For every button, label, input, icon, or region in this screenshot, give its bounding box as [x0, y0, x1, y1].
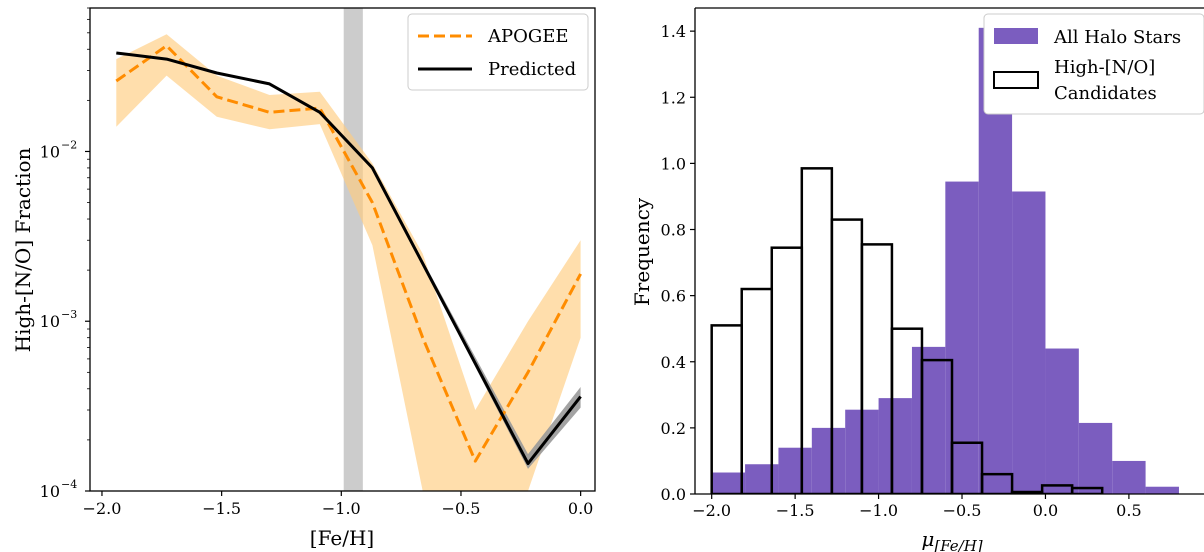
legend-right: All Halo Stars High-[N/O] Candidates	[983, 13, 1204, 115]
bar-all-halo-stars	[1012, 191, 1046, 494]
legend-frame-left	[407, 13, 589, 91]
x-axis-label-right: μ[Fe/H]	[921, 527, 982, 552]
y-tick-label-right: 0.2	[661, 419, 686, 438]
legend-label-apogee: APOGEE	[487, 26, 569, 47]
bar-all-halo-stars	[745, 464, 779, 494]
vertical-band	[343, 8, 363, 491]
x-tick-label-left: −0.5	[442, 499, 481, 518]
y-axis-label-left: High-[N/O] Fraction	[11, 147, 35, 352]
bar-high-n-o-candidates	[740, 287, 774, 494]
y-tick-exponent-left: −4	[61, 478, 77, 491]
fraction-line-chart: −2.0 −1.5 −1.0 −0.5 0.010−410−310−2 [Fe/H] H…	[11, 7, 596, 550]
x-tick-label-right: −1.0	[859, 501, 898, 520]
y-axis-label-right: Frequency	[630, 197, 654, 306]
bar-all-halo-stars	[778, 447, 812, 494]
legend-frame-right	[983, 13, 1204, 115]
y-tick-label-right: 0.0	[661, 485, 686, 504]
x-tick-label-left: −1.0	[322, 499, 361, 518]
legend-swatch-high-no	[993, 71, 1039, 89]
legend-left: APOGEE Predicted	[407, 13, 589, 91]
x-tick-label-right: −2.0	[692, 501, 731, 520]
bar-all-halo-stars	[1112, 460, 1146, 494]
x-tick-label-right: −1.5	[776, 501, 815, 520]
x-tick-label-right: 0.0	[1033, 501, 1058, 520]
y-tick-label-right: 1.0	[661, 154, 686, 173]
x-tick-label-left: −1.5	[202, 499, 241, 518]
bar-all-halo-stars	[1045, 348, 1079, 494]
bar-all-halo-stars	[811, 427, 846, 494]
x-tick-label-left: 0.0	[568, 499, 593, 518]
x-tick-label-right: −0.5	[943, 501, 982, 520]
plot-frame-left	[89, 7, 596, 492]
bar-all-halo-stars	[711, 472, 746, 494]
band-apogee	[116, 34, 581, 491]
x-axis-label-subscript: [Fe/H]	[934, 537, 982, 552]
x-tick-label-left: −2.0	[83, 499, 122, 518]
bar-high-n-o-candidates	[1070, 486, 1104, 494]
y-tick-label-left: 10	[40, 312, 60, 331]
bar-all-halo-stars	[911, 346, 946, 494]
y-tick-label-right: 1.2	[661, 88, 686, 107]
bar-high-n-o-candidates	[710, 324, 743, 494]
bar-all-halo-stars	[878, 398, 912, 494]
bar-high-n-o-candidates	[980, 472, 1014, 494]
bar-all-halo-stars	[1078, 422, 1113, 494]
y-tick-label-left: 10	[40, 142, 60, 161]
y-tick-label-right: 1.4	[661, 22, 686, 41]
legend-swatch-all-halo	[994, 28, 1038, 44]
frequency-histogram: −2.0 −1.5 −1.0 −0.5 0.0 0.5 0.0 0.2 0.4 0.6 0.8 1.0…	[630, 7, 1204, 552]
y-tick-exponent-left: −2	[61, 138, 77, 151]
bar-all-halo-stars	[1145, 486, 1179, 494]
line-predicted	[116, 51, 582, 466]
y-tick-label-right: 0.6	[661, 287, 686, 306]
bar-all-halo-stars	[945, 181, 979, 494]
legend-label-high-no-line1: High-[N/O]	[1054, 57, 1155, 78]
y-tick-label-right: 0.8	[661, 221, 686, 240]
x-tick-label-right: 0.5	[1116, 501, 1141, 520]
legend-label-high-no-line2: Candidates	[1054, 83, 1157, 104]
y-tick-exponent-left: −3	[61, 308, 77, 321]
legend-label-predicted: Predicted	[488, 59, 576, 80]
legend-label-all-halo: All Halo Stars	[1053, 27, 1181, 48]
y-tick-label-left: 10	[40, 482, 60, 501]
x-axis-label-left: [Fe/H]	[310, 526, 374, 550]
bar-high-n-o-candidates	[920, 358, 954, 494]
y-tick-label-right: 0.4	[661, 353, 686, 372]
x-axis-label-mu: μ	[921, 527, 934, 551]
legend-label-high-no: High-[N/O] Candidates	[1054, 57, 1161, 104]
